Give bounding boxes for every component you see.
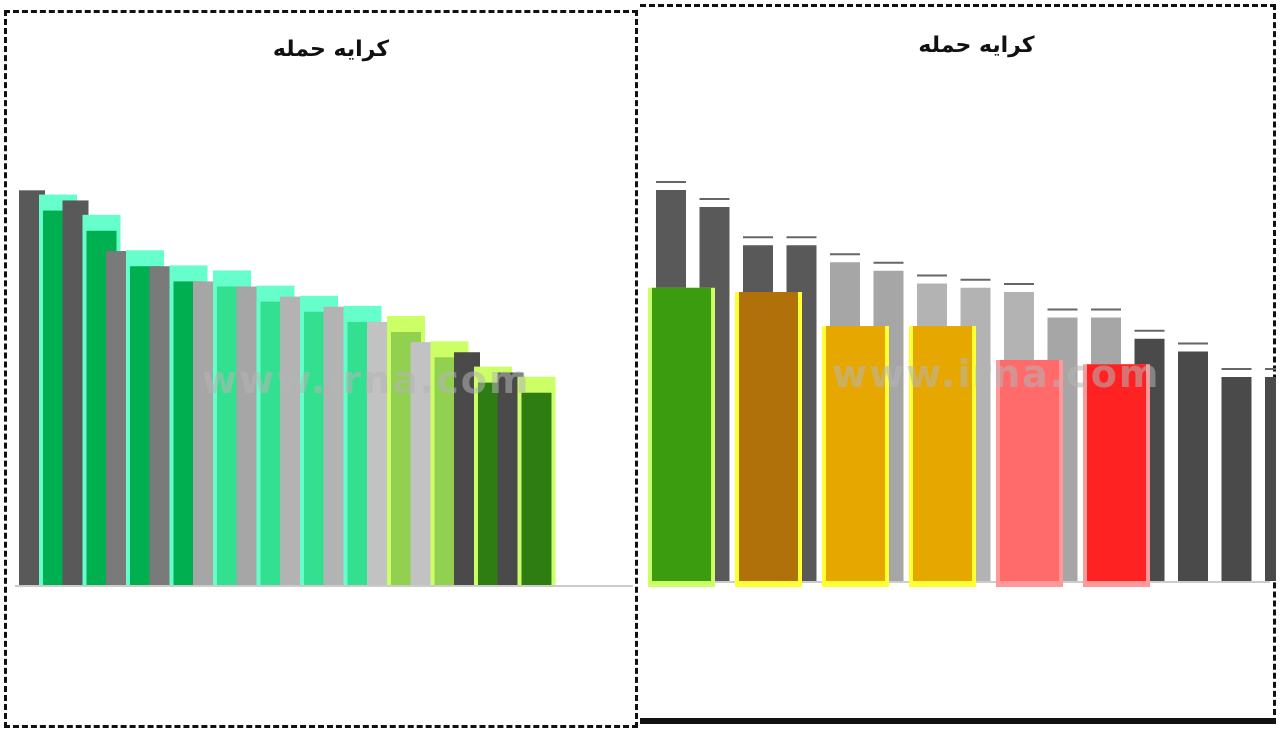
overlay-bar-right: [913, 326, 972, 581]
overlay-bar-right: [1000, 360, 1059, 581]
bar-gray-right: [1265, 377, 1276, 581]
chart-panel-left: کرایه حمله www.irna.com: [4, 10, 638, 728]
chart-title-left: کرایه حمله: [272, 37, 390, 62]
bar-chart-right: [648, 181, 1276, 587]
overlay-bar-right: [652, 287, 711, 581]
overlay-bar-right: [739, 292, 798, 581]
bar-gray-right: [1221, 377, 1252, 581]
overlay-bar-right: [826, 326, 885, 581]
chart-title-right: کرایه حمله: [918, 33, 1035, 58]
overlay-bar-right: [1087, 364, 1146, 581]
bar-chart-left: [15, 190, 633, 587]
chart-panel-right: کرایه حمله www.irna.com: [640, 4, 1276, 724]
bar-gray-right: [1178, 351, 1208, 581]
bar-front-left: [521, 392, 552, 585]
